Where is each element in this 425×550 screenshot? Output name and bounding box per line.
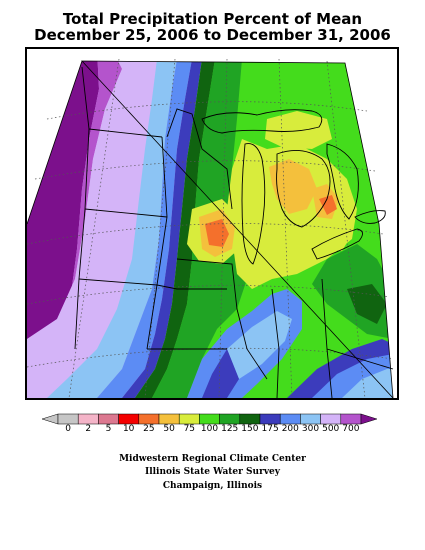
legend-label-100: 100 — [200, 424, 219, 434]
legend-labels: 0 2 5 10 25 50 75 100 125 150 175 200 300 500 700 — [0, 424, 425, 438]
legend-swatch-150 — [239, 413, 261, 425]
legend-label-5: 5 — [105, 424, 112, 434]
legend-label-200: 200 — [281, 424, 299, 434]
legend-swatch-2 — [77, 413, 99, 425]
legend-swatch-125 — [219, 413, 241, 425]
legend-label-0: 0 — [65, 424, 71, 434]
legend-swatch-5 — [98, 413, 119, 425]
legend-arrow-low — [42, 413, 59, 425]
legend-label-125: 125 — [221, 424, 239, 434]
legend-label-25: 25 — [143, 424, 155, 434]
legend-swatch-10 — [118, 413, 140, 425]
legend-swatch-100 — [199, 413, 220, 425]
legend-swatch-500 — [320, 413, 342, 425]
legend-label-10: 10 — [122, 424, 135, 434]
precipitation-field — [27, 61, 393, 398]
credit-location: Champaign, Illinois — [162, 481, 263, 491]
legend-label-50: 50 — [163, 424, 175, 434]
credit-center: Midwestern Regional Climate Center — [119, 454, 306, 464]
graticule — [27, 58, 394, 398]
credit-survey: Illinois State Water Survey — [144, 467, 281, 477]
zone-500-700-west — [27, 61, 122, 349]
legend-label-175: 175 — [261, 424, 279, 434]
zone-50-75 — [269, 159, 317, 214]
legend-label-300: 300 — [301, 424, 320, 434]
state-boundaries — [74, 66, 394, 398]
legend-swatch-50 — [158, 413, 180, 425]
legend-swatch-700 — [340, 413, 362, 425]
legend-swatch-200 — [279, 413, 301, 425]
legend-swatch-75 — [178, 413, 200, 425]
great-lakes-outlines — [201, 109, 386, 265]
zone-75-100 — [227, 139, 357, 289]
legend-swatch-0 — [57, 413, 79, 425]
map-title: Total Precipitation Percent of Mean — [62, 10, 363, 28]
legend-swatch-25 — [138, 413, 160, 425]
precipitation-map — [25, 47, 399, 400]
legend-label-2: 2 — [85, 424, 92, 434]
legend-label-500: 500 — [322, 424, 340, 434]
precipitation-map-svg — [27, 49, 397, 398]
legend-label-150: 150 — [241, 424, 259, 434]
color-legend — [42, 413, 378, 425]
legend-swatch-175 — [259, 413, 281, 425]
legend-label-75: 75 — [183, 424, 196, 434]
legend-arrow-high — [360, 413, 378, 425]
legend-swatch-300 — [300, 413, 321, 425]
map-date-range: December 25, 2006 to December 31, 2006 — [34, 26, 391, 44]
legend-label-700: 700 — [342, 424, 360, 434]
